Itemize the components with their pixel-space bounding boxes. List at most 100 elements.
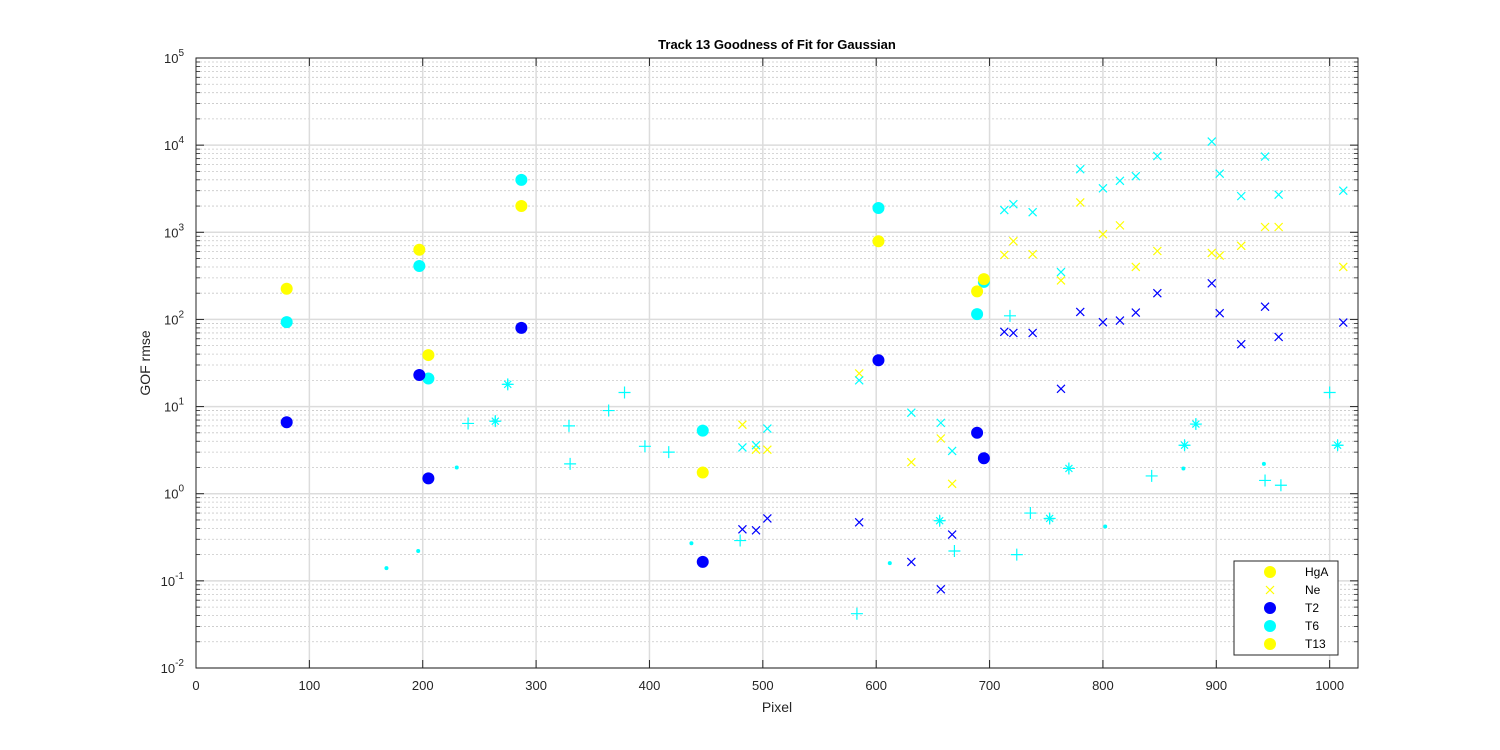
data-point	[462, 417, 475, 430]
y-tick-label: 103	[164, 222, 184, 240]
data-point	[1323, 386, 1336, 399]
data-point	[1075, 164, 1085, 174]
data-point	[1207, 137, 1217, 146]
data-point	[1008, 199, 1018, 209]
x-tick-label: 0	[192, 678, 199, 693]
data-point	[1207, 248, 1217, 258]
data-point	[734, 534, 747, 547]
data-point	[515, 321, 528, 334]
data-point	[1131, 171, 1141, 181]
data-point	[1056, 276, 1066, 285]
series-cyan-asterisk	[490, 379, 1343, 526]
y-tick-label: 102	[164, 309, 184, 327]
data-point	[1098, 183, 1108, 193]
data-point	[751, 525, 761, 535]
data-point	[413, 369, 426, 382]
x-tick-label: 200	[412, 678, 434, 693]
data-point	[854, 517, 864, 527]
x-tick-label: 600	[865, 678, 887, 693]
legend-label: HgA	[1305, 565, 1328, 579]
data-point	[1152, 288, 1162, 298]
data-point	[515, 200, 528, 213]
data-point	[1145, 469, 1158, 482]
data-point	[751, 440, 761, 450]
data-point	[1259, 474, 1272, 487]
grid	[196, 57, 1358, 669]
data-point	[1338, 318, 1348, 328]
legend-label: T13	[1305, 637, 1326, 651]
data-point	[280, 416, 293, 429]
data-point	[737, 420, 747, 430]
series-cyan-dot	[384, 461, 1266, 571]
data-point	[999, 205, 1009, 215]
x-tick-label: 900	[1205, 678, 1227, 693]
data-point	[872, 354, 885, 367]
data-point	[422, 472, 435, 485]
chart-title: Track 13 Goodness of Fit for Gaussian	[658, 37, 896, 52]
data-point	[1190, 419, 1201, 430]
data-point	[1274, 222, 1284, 232]
data-point	[947, 446, 957, 456]
x-axis-label: Pixel	[762, 699, 792, 715]
data-point	[1236, 191, 1246, 201]
legend-label: Ne	[1305, 583, 1321, 597]
data-point	[1103, 524, 1108, 529]
data-point	[1028, 207, 1038, 217]
data-point	[971, 285, 984, 298]
data-point	[1131, 262, 1141, 272]
data-point	[1115, 176, 1125, 186]
legend-marker	[1264, 566, 1276, 578]
data-point	[1075, 198, 1085, 207]
data-point	[977, 273, 990, 286]
data-point	[854, 369, 864, 378]
data-point	[1056, 384, 1066, 394]
data-point	[1056, 267, 1066, 277]
data-point	[936, 418, 946, 428]
legend-box	[1233, 560, 1339, 656]
series-t2	[280, 321, 990, 568]
data-point	[948, 545, 961, 558]
data-point	[1152, 246, 1162, 256]
y-tick-label: 105	[164, 48, 184, 66]
data-point	[762, 445, 772, 455]
data-point	[1332, 440, 1343, 451]
data-point	[1274, 332, 1284, 342]
data-points	[280, 137, 1348, 620]
data-point	[1274, 479, 1287, 492]
data-point	[696, 555, 709, 568]
data-point	[762, 424, 772, 433]
axis-ticks	[195, 57, 1358, 669]
tick-labels: 10-2 10-1 100 101 102 103 104 105 0 100 200 300 400 5…	[161, 48, 1344, 693]
data-point	[854, 375, 864, 385]
data-point	[1236, 241, 1246, 251]
series-ne	[737, 198, 1348, 489]
data-point	[737, 442, 747, 452]
data-point	[1274, 190, 1284, 200]
data-point	[947, 479, 957, 489]
data-point	[502, 379, 513, 390]
data-point	[1098, 229, 1108, 239]
data-point	[1063, 463, 1074, 474]
data-point	[762, 514, 772, 523]
data-point	[422, 349, 435, 362]
data-point	[696, 466, 709, 479]
data-point	[1215, 169, 1225, 179]
data-point	[999, 250, 1009, 260]
data-point	[416, 549, 421, 554]
data-point	[906, 408, 916, 418]
data-point	[1338, 262, 1348, 272]
data-point	[1181, 466, 1186, 471]
data-point	[872, 201, 885, 214]
data-point	[934, 515, 945, 526]
data-point	[906, 457, 916, 467]
data-point	[887, 561, 892, 566]
x-tick-label: 500	[752, 678, 774, 693]
data-point	[454, 465, 459, 470]
data-point	[638, 440, 651, 453]
data-point	[1003, 309, 1016, 322]
y-tick-label: 10-2	[161, 658, 185, 676]
series-cyan-x	[737, 137, 1348, 456]
y-tick-label: 104	[164, 135, 184, 153]
data-point	[971, 426, 984, 439]
